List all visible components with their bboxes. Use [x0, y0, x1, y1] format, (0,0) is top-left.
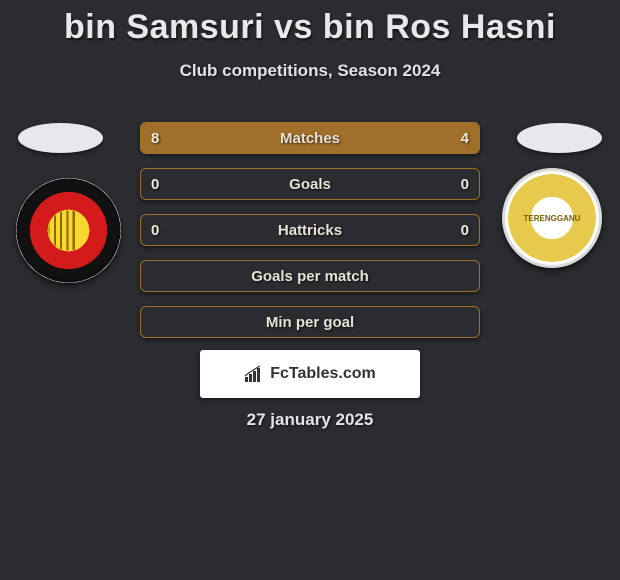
stat-label: Matches	[280, 130, 340, 147]
team-left-crest	[16, 178, 121, 283]
stat-value-left: 0	[151, 215, 159, 245]
stat-label: Goals per match	[251, 268, 369, 285]
barchart-icon	[244, 365, 266, 383]
stat-value-right: 4	[461, 123, 469, 153]
stats-rows: 8 Matches 4 0 Goals 0 0 Hattricks 0 Goal…	[140, 122, 480, 352]
player-right-badge	[517, 123, 602, 153]
stat-value-left: 0	[151, 169, 159, 199]
stat-label: Goals	[289, 176, 331, 193]
stat-row-min-per-goal: Min per goal	[140, 306, 480, 338]
page-subtitle: Club competitions, Season 2024	[0, 61, 620, 81]
watermark-box: FcTables.com	[200, 350, 420, 398]
page-title: bin Samsuri vs bin Ros Hasni	[0, 0, 620, 47]
stat-row-matches: 8 Matches 4	[140, 122, 480, 154]
stat-row-hattricks: 0 Hattricks 0	[140, 214, 480, 246]
stat-value-right: 0	[461, 169, 469, 199]
player-left-badge	[18, 123, 103, 153]
stat-row-goals: 0 Goals 0	[140, 168, 480, 200]
stat-value-right: 0	[461, 215, 469, 245]
stat-label: Min per goal	[266, 314, 354, 331]
watermark-text: FcTables.com	[270, 365, 376, 383]
stat-row-goals-per-match: Goals per match	[140, 260, 480, 292]
stat-label: Hattricks	[278, 222, 342, 239]
date-text: 27 january 2025	[0, 410, 620, 430]
team-right-crest: TERENGGANU	[502, 168, 602, 268]
stat-value-left: 8	[151, 123, 159, 153]
